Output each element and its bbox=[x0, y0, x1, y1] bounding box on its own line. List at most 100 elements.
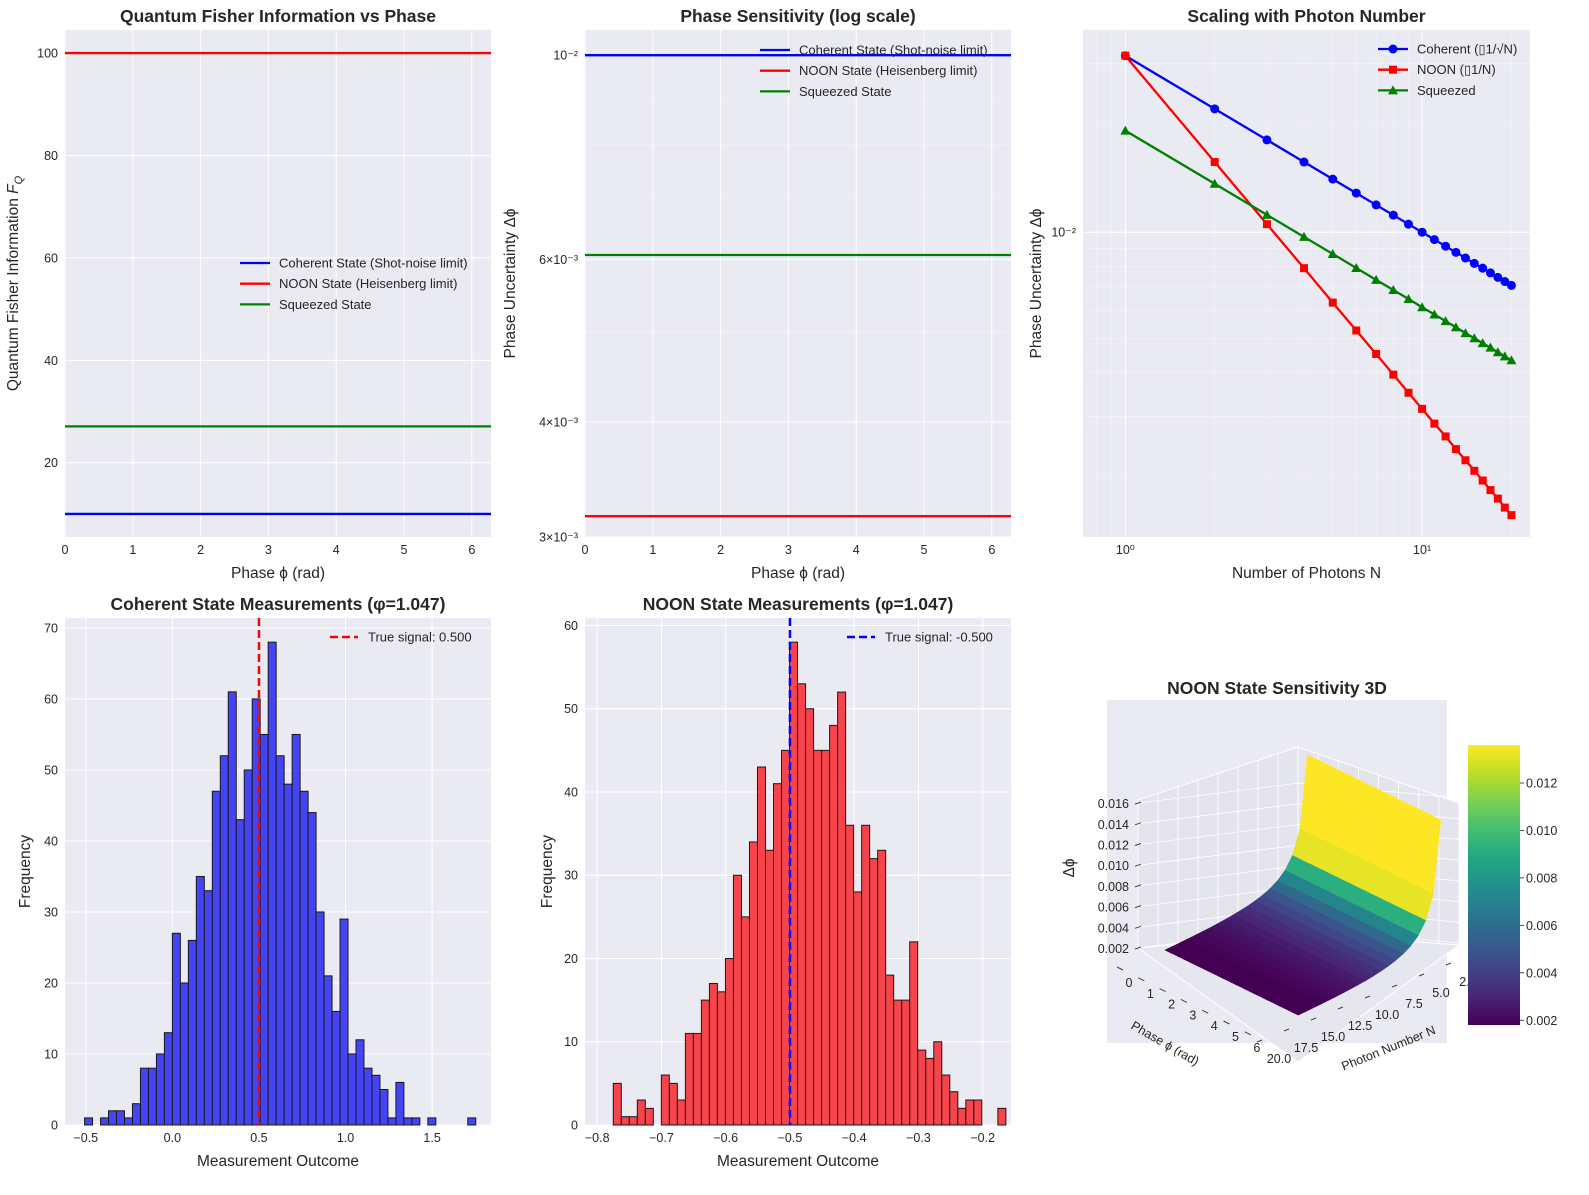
y-tick-label: 10⁻² bbox=[553, 49, 578, 63]
plot-area bbox=[65, 30, 491, 537]
histogram-bar bbox=[259, 733, 269, 1126]
data-point-circle bbox=[1371, 200, 1381, 210]
subplot-6-3d: 01234562.55.07.510.012.515.017.520.00.00… bbox=[1061, 678, 1557, 1074]
data-point-square bbox=[1478, 476, 1487, 485]
y-axis-label: Quantum Fisher Information FQ bbox=[5, 175, 25, 391]
data-point-triangle bbox=[1120, 125, 1131, 135]
x-tick-label: −0.2 bbox=[970, 1131, 995, 1145]
histogram-bar bbox=[323, 975, 333, 1126]
histogram-bar bbox=[387, 1117, 397, 1126]
histogram-bar bbox=[379, 1088, 389, 1126]
z-tick-mark bbox=[1134, 822, 1142, 826]
z-tick-label: 0.004 bbox=[1098, 921, 1129, 935]
legend-label: True signal: 0.500 bbox=[368, 630, 472, 645]
subplot-3: 10⁰ 10¹ 10⁻² Scaling with Photon Number Numb… bbox=[1028, 6, 1530, 582]
histogram-bar bbox=[973, 1099, 983, 1126]
z-tick-label: 0.010 bbox=[1098, 859, 1129, 873]
histogram-bar bbox=[877, 849, 887, 1126]
x-tick-label: 5 bbox=[1232, 1030, 1239, 1044]
x-tick-label: −0.8 bbox=[585, 1131, 610, 1145]
y-tick-mark bbox=[1337, 1006, 1344, 1010]
x-axis-label: Measurement Outcome bbox=[197, 1153, 359, 1170]
subplot-1: 0 1 2 3 4 5 6 20 40 60 80 100 Quantum Fisher Informa… bbox=[5, 6, 491, 582]
histogram-bar bbox=[612, 1082, 622, 1126]
histogram-bar bbox=[885, 974, 895, 1126]
histogram-bar bbox=[845, 824, 855, 1126]
histogram-bar bbox=[829, 724, 839, 1126]
y-tick-label: 0 bbox=[51, 1119, 58, 1133]
data-point-circle bbox=[1500, 277, 1510, 287]
z-tick-mark bbox=[1134, 905, 1142, 909]
histogram-bar bbox=[179, 982, 189, 1126]
histogram-bar bbox=[821, 749, 831, 1126]
data-point-triangle bbox=[1477, 338, 1488, 348]
x-axis-label: Phase ϕ (rad) bbox=[751, 565, 845, 582]
histogram-bar bbox=[813, 749, 823, 1126]
y-tick-label: 4×10⁻³ bbox=[539, 415, 578, 429]
x-tick-label: −0.4 bbox=[842, 1131, 867, 1145]
data-point-circle bbox=[1388, 44, 1398, 54]
y-tick-label: 40 bbox=[44, 354, 58, 368]
data-point-circle bbox=[1210, 104, 1220, 114]
z-axis-label: Δϕ bbox=[1061, 858, 1078, 877]
histogram-bar bbox=[636, 1099, 646, 1126]
z-tick-mark bbox=[1134, 863, 1142, 867]
data-point-square bbox=[1493, 494, 1502, 503]
histogram-bar bbox=[748, 841, 758, 1126]
data-point-circle bbox=[1485, 268, 1495, 278]
histogram-bar bbox=[291, 733, 301, 1126]
x-tick-label: 5 bbox=[401, 543, 408, 557]
histogram-bar bbox=[692, 1032, 702, 1126]
y-axis-label-text: Frequency bbox=[539, 835, 556, 908]
x-tick-mark bbox=[1159, 988, 1166, 993]
data-point-circle bbox=[1429, 235, 1439, 245]
data-point-triangle bbox=[1388, 285, 1399, 295]
y-axis-label-text: Phase Uncertainty Δϕ bbox=[502, 208, 519, 358]
histogram-bar bbox=[108, 1110, 118, 1126]
plot-area bbox=[585, 30, 1011, 537]
data-point-circle bbox=[1451, 247, 1461, 257]
x-tick-label: 2 bbox=[717, 543, 724, 557]
histogram-bar bbox=[403, 1117, 413, 1126]
histogram-bar bbox=[267, 641, 277, 1126]
y-axis-label-text: Frequency bbox=[17, 835, 34, 908]
legend: True signal: 0.500 bbox=[330, 630, 472, 645]
y-tick-label: 50 bbox=[564, 702, 578, 716]
histogram-bar bbox=[628, 1116, 638, 1126]
data-point-circle bbox=[1493, 272, 1503, 282]
data-point-square bbox=[1470, 466, 1479, 475]
x-tick-label: 10¹ bbox=[1413, 543, 1431, 557]
x-tick-label: 3 bbox=[785, 543, 792, 557]
data-point-square bbox=[1486, 486, 1495, 495]
y-tick-mark bbox=[1256, 1039, 1263, 1043]
chart-title: NOON State Sensitivity 3D bbox=[1167, 678, 1387, 698]
z-tick-mark bbox=[1134, 843, 1142, 846]
legend-label: NOON State (Heisenberg limit) bbox=[799, 63, 977, 78]
y-tick-label: 30 bbox=[44, 905, 58, 919]
data-point-circle bbox=[1262, 135, 1272, 145]
histogram-bar bbox=[155, 1053, 165, 1126]
histogram-bar bbox=[708, 982, 718, 1126]
legend: True signal: -0.500 bbox=[847, 630, 993, 645]
data-point-square bbox=[1507, 511, 1516, 520]
histogram-bar bbox=[660, 1074, 670, 1126]
x-tick-label: 3 bbox=[1189, 1008, 1196, 1022]
histogram-bar bbox=[331, 1010, 341, 1126]
y-tick-label: 10 bbox=[564, 1035, 578, 1049]
histogram-bar bbox=[620, 1116, 630, 1126]
data-point-square bbox=[1418, 404, 1427, 413]
x-tick-label: 0.0 bbox=[164, 1131, 181, 1145]
series-1 bbox=[1121, 51, 1516, 520]
data-point-triangle bbox=[1440, 316, 1451, 326]
histogram-bar bbox=[909, 941, 919, 1126]
colorbar-gradient bbox=[1468, 745, 1520, 1025]
data-point-square bbox=[1461, 456, 1470, 465]
y-axis-label: Phase Uncertainty Δϕ bbox=[502, 208, 519, 358]
x-tick-mark bbox=[1223, 1020, 1230, 1025]
y-tick-label: 17.5 bbox=[1294, 1041, 1318, 1055]
legend-label: Coherent (▯1/√N) bbox=[1417, 42, 1517, 57]
data-point-square bbox=[1389, 65, 1397, 74]
data-point-circle bbox=[1506, 280, 1516, 290]
x-tick-label: −0.5 bbox=[778, 1131, 803, 1145]
data-point-triangle bbox=[1403, 293, 1414, 303]
